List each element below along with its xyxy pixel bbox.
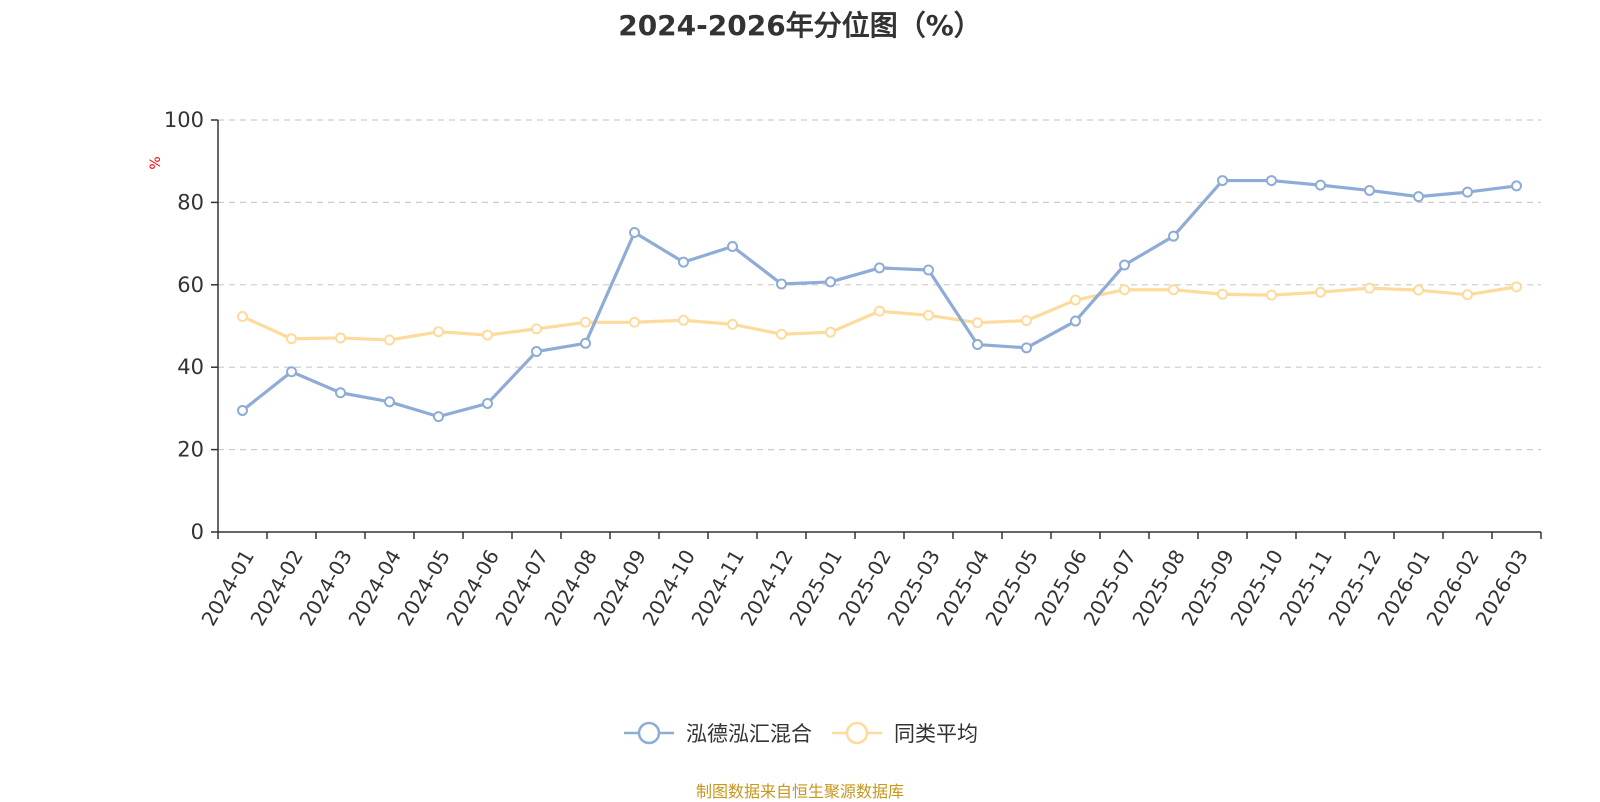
data-point-series-2	[1217, 288, 1228, 300]
data-point-series-1	[1021, 342, 1032, 354]
chart-title: 2024-2026年分位图（%）	[618, 9, 982, 42]
data-point-series-1	[1217, 175, 1228, 187]
data-point-series-1	[1119, 259, 1130, 271]
grid-layer	[218, 119, 1541, 451]
legend-label-series-2: 同类平均	[894, 722, 978, 746]
data-point-series-2	[727, 318, 738, 330]
data-point-series-2	[482, 329, 493, 341]
y-axis-label: %	[148, 156, 164, 169]
legend: 泓德泓汇混合 同类平均	[0, 718, 1600, 748]
data-point-series-2	[531, 323, 542, 335]
data-point-series-1	[580, 337, 591, 349]
legend-swatch-series-1	[624, 721, 674, 745]
data-point-series-2	[1021, 315, 1032, 327]
data-point-series-1	[1364, 184, 1375, 196]
data-point-series-1	[678, 256, 689, 268]
data-point-series-1	[384, 396, 395, 408]
data-point-series-2	[678, 314, 689, 326]
data-point-series-2	[433, 326, 444, 338]
data-point-series-2	[580, 316, 591, 328]
data-point-series-1	[727, 240, 738, 252]
data-point-series-2	[1511, 281, 1522, 293]
data-point-series-2	[286, 333, 297, 345]
y-tick-label: 20	[177, 438, 204, 462]
data-point-series-2	[776, 328, 787, 340]
series-layer	[237, 175, 1522, 423]
data-point-series-2	[923, 309, 934, 321]
data-point-series-1	[237, 404, 248, 416]
y-tick-label: 100	[164, 108, 204, 132]
data-point-series-2	[874, 305, 885, 317]
source-credit: 制图数据来自恒生聚源数据库	[695, 782, 904, 801]
data-point-series-2	[1413, 284, 1424, 296]
data-point-series-1	[1413, 191, 1424, 203]
data-point-series-1	[776, 278, 787, 290]
data-point-series-1	[923, 264, 934, 276]
data-point-series-1	[482, 397, 493, 409]
data-point-series-2	[972, 317, 983, 329]
legend-label-series-1: 泓德泓汇混合	[686, 722, 812, 746]
data-point-series-2	[825, 326, 836, 338]
data-point-series-2	[629, 316, 640, 328]
data-point-series-1	[1462, 186, 1473, 198]
y-tick-label: 80	[177, 190, 204, 214]
data-point-series-1	[629, 226, 640, 238]
data-point-series-1	[335, 387, 346, 399]
data-point-series-1	[1266, 175, 1277, 187]
data-point-series-1	[531, 346, 542, 358]
data-point-series-1	[1511, 180, 1522, 192]
data-point-series-1	[825, 276, 836, 288]
y-tick-label: 40	[177, 355, 204, 379]
data-point-series-2	[1168, 284, 1179, 296]
data-point-series-2	[1070, 294, 1081, 306]
data-point-series-1	[286, 366, 297, 378]
data-point-series-1	[874, 262, 885, 274]
data-point-series-1	[1070, 315, 1081, 327]
y-tick-label: 60	[177, 273, 204, 297]
data-point-series-2	[237, 311, 248, 323]
y-tick-label: 0	[191, 520, 204, 544]
legend-swatch-series-2	[832, 721, 882, 745]
data-point-series-2	[1266, 289, 1277, 301]
data-point-series-1	[433, 411, 444, 423]
data-point-series-2	[335, 332, 346, 344]
data-point-series-1	[1315, 179, 1326, 191]
data-point-series-1	[972, 339, 983, 351]
legend-item-series-2[interactable]: 同类平均	[830, 718, 978, 748]
data-point-series-2	[1364, 282, 1375, 294]
data-point-series-2	[1315, 286, 1326, 298]
legend-item-series-1[interactable]: 泓德泓汇混合	[622, 718, 812, 748]
series-line-1	[241, 178, 1517, 419]
data-point-series-2	[1462, 289, 1473, 301]
data-point-series-2	[1119, 284, 1130, 296]
data-point-series-1	[1168, 230, 1179, 242]
data-point-series-2	[384, 334, 395, 346]
